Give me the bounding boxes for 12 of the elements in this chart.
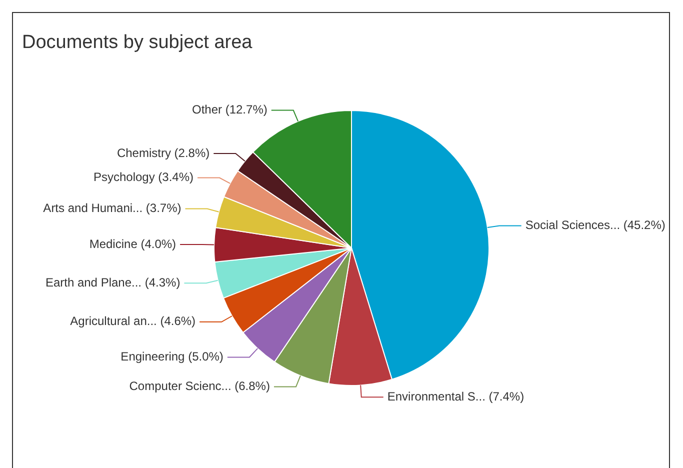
slice-label: Chemistry (2.8%) bbox=[116, 146, 210, 160]
slice-label: Environmental S... (7.4%) bbox=[387, 389, 524, 404]
slice-label: Social Sciences... (45.2%) bbox=[525, 218, 666, 232]
slice-label: Agricultural an... (4.6%) bbox=[70, 314, 196, 328]
slice-label: Psychology (3.4%) bbox=[93, 170, 194, 184]
slice-label: Medicine (4.0%) bbox=[89, 236, 176, 251]
chart-title: Documents by subject area bbox=[22, 32, 252, 54]
slice-label: Engineering (5.0%) bbox=[120, 350, 224, 364]
slice-label: Arts and Humani... (3.7%) bbox=[43, 201, 182, 216]
slice-label: Other (12.7%) bbox=[192, 102, 268, 117]
slice-label: Earth and Plane... (4.3%) bbox=[45, 275, 180, 290]
slice-label: Computer Scienc... (6.8%) bbox=[129, 379, 270, 394]
